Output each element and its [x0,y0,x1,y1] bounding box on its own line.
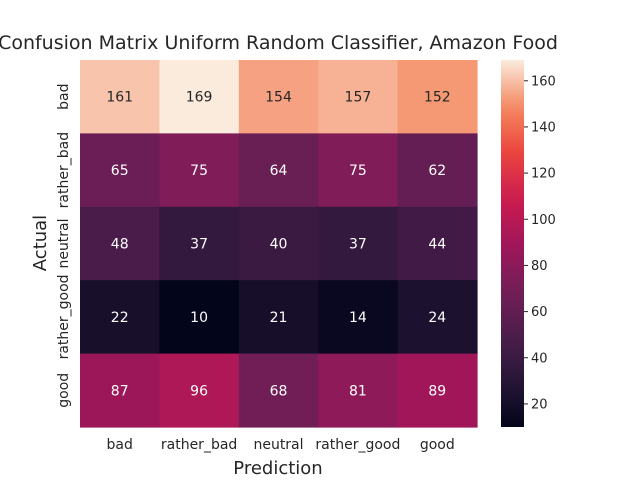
cell-value-label: 24 [428,310,446,326]
x-tick-label: bad [107,437,133,453]
heatmap-cell [80,206,160,281]
cell-value-label: 89 [428,383,446,399]
cell-value-label: 152 [424,90,451,106]
cell-value-label: 169 [186,90,213,106]
cell-value-label: 87 [111,383,129,399]
heatmap-cell [318,206,399,281]
y-tick-label: rather_bad [56,132,72,208]
cell-value-label: 62 [428,163,446,179]
colorbar-ticks: 20 40 60 80 100 120 140 160 [524,74,556,412]
cell-value-label: 22 [111,310,129,326]
heatmap-cell [397,133,478,208]
heatmap-cell [80,353,160,428]
cell-value-label: 37 [190,237,208,253]
cell-value-label: 157 [345,90,372,106]
colorbar-tick-label: 80 [531,259,548,274]
cell-value-label: 75 [349,163,367,179]
cell-value-label: 37 [349,237,367,253]
heatmap-cell [238,206,319,281]
chart-title: Confusion Matrix Uniform Random Classifi… [0,32,558,54]
heatmap-cell [238,133,319,208]
cell-value-label: 48 [111,237,129,253]
colorbar-tick-label: 140 [531,120,556,135]
heatmap-cell [318,60,399,134]
heatmap-cell [159,133,240,208]
cell-value-label: 21 [270,310,288,326]
y-tick-label: neutral [56,218,72,268]
cell-value-label: 161 [106,90,133,106]
heatmap-cell [159,60,240,134]
heatmap-cell [159,353,240,428]
heatmap-cell [397,280,478,355]
heatmap-cell [238,60,319,134]
x-tick-label: rather_good [315,437,400,453]
heatmap-cell [80,133,160,208]
cell-value-label: 10 [190,310,208,326]
cell-value-label: 44 [428,237,446,253]
cell-value-label: 81 [349,383,367,399]
y-tick-label: bad [56,84,72,110]
cell-value-label: 75 [190,163,208,179]
cell-value-label: 14 [349,310,367,326]
y-tick-label: rather_good [56,274,72,359]
cell-value-label: 154 [265,90,292,106]
heatmap-cell [159,206,240,281]
heatmap-cell [318,280,399,355]
y-axis-label: Actual [30,215,51,271]
colorbar-tick-label: 20 [531,397,548,412]
x-axis-label: Prediction [233,458,322,479]
heatmap-cell [80,280,160,355]
y-tick-label: good [56,373,72,408]
x-tick-label: good [420,437,455,453]
cell-value-label: 64 [270,163,288,179]
x-tick-label: rather_bad [161,437,237,453]
heatmap-cell [397,353,478,428]
heatmap-cell [238,353,319,428]
x-tick-label: neutral [253,437,303,453]
heatmap-cell [318,133,399,208]
colorbar-tick-label: 60 [531,305,548,320]
cell-value-label: 65 [111,163,129,179]
x-tick-labels: bad rather_bad neutral rather_good good [107,437,455,453]
colorbar-tick-label: 160 [531,74,556,89]
heatmap-cell [159,280,240,355]
cell-value-label: 68 [270,383,288,399]
cell-value-label: 96 [190,383,208,399]
heatmap-cell [318,353,399,428]
cell-value-label: 40 [270,237,288,253]
heatmap-cell [238,280,319,355]
heatmap-cell [397,206,478,281]
heatmap-cell [397,60,478,134]
colorbar [501,60,524,427]
heatmap-cells: 161 169 154 157 152 65 75 64 75 62 48 37 40 37 44 22 10 2… [80,60,478,428]
heatmap-cell [80,60,160,134]
colorbar-tick-label: 100 [531,213,556,228]
colorbar-tick-label: 120 [531,167,556,182]
colorbar-tick-label: 40 [531,351,548,366]
